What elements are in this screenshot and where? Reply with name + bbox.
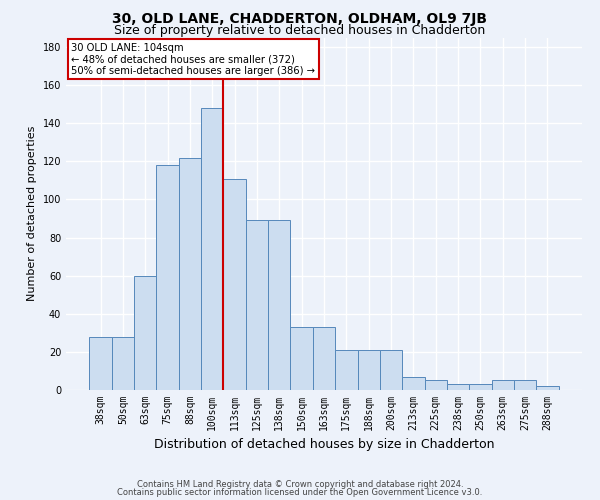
Y-axis label: Number of detached properties: Number of detached properties (27, 126, 37, 302)
Bar (425, 380, 447, 390)
Bar (447, 384, 469, 390)
Bar (179, 158, 201, 390)
Bar (246, 220, 268, 390)
Bar (380, 350, 402, 390)
Bar (112, 336, 134, 390)
Bar (313, 327, 335, 390)
Bar (469, 384, 491, 390)
Bar (491, 380, 514, 390)
Bar (290, 327, 313, 390)
Text: Size of property relative to detached houses in Chadderton: Size of property relative to detached ho… (115, 24, 485, 37)
Bar (89, 336, 112, 390)
Text: Contains public sector information licensed under the Open Government Licence v3: Contains public sector information licen… (118, 488, 482, 497)
Bar (201, 108, 223, 390)
Bar (514, 380, 536, 390)
Bar (358, 350, 380, 390)
Text: 30, OLD LANE, CHADDERTON, OLDHAM, OL9 7JB: 30, OLD LANE, CHADDERTON, OLDHAM, OL9 7J… (113, 12, 487, 26)
Text: 30 OLD LANE: 104sqm
← 48% of detached houses are smaller (372)
50% of semi-detac: 30 OLD LANE: 104sqm ← 48% of detached ho… (71, 43, 315, 76)
Bar (536, 386, 559, 390)
Bar (402, 376, 425, 390)
Bar (335, 350, 358, 390)
Bar (268, 220, 290, 390)
Bar (157, 165, 179, 390)
Bar (223, 178, 246, 390)
X-axis label: Distribution of detached houses by size in Chadderton: Distribution of detached houses by size … (154, 438, 494, 452)
Text: Contains HM Land Registry data © Crown copyright and database right 2024.: Contains HM Land Registry data © Crown c… (137, 480, 463, 489)
Bar (134, 276, 157, 390)
